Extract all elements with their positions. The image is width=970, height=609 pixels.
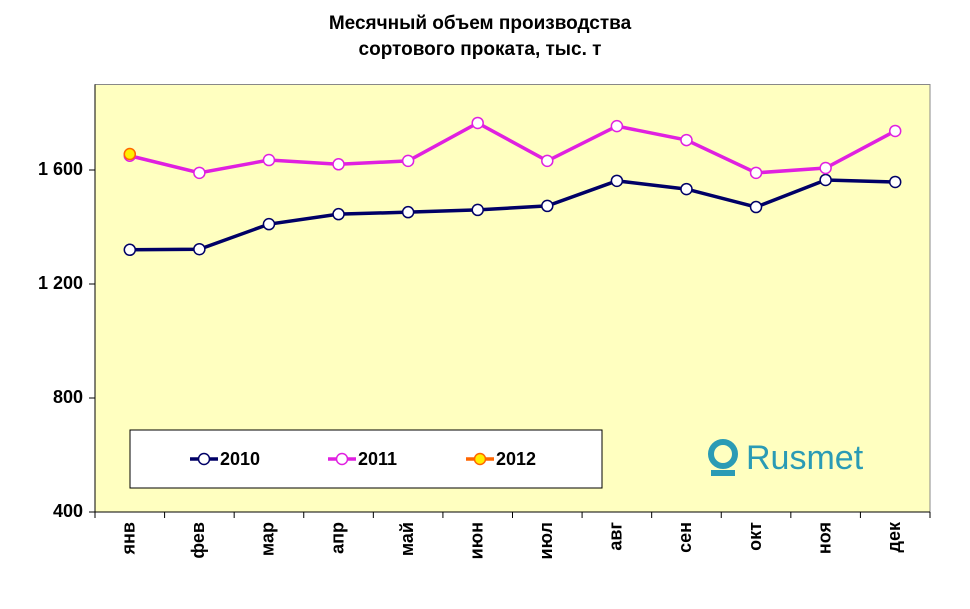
chart-title: сортового проката, тыс. т — [359, 39, 602, 60]
logo-icon — [708, 439, 738, 469]
x-tick-label: дек — [884, 521, 904, 552]
data-point — [332, 158, 345, 171]
data-point — [680, 182, 693, 196]
series-line — [129, 178, 896, 252]
data-point — [401, 154, 415, 168]
data-point — [123, 243, 137, 257]
data-point — [888, 124, 902, 138]
data-point — [193, 242, 206, 256]
data-point — [262, 217, 276, 231]
data-point — [541, 199, 554, 213]
data-point — [749, 200, 763, 214]
x-tick-label: фев — [188, 522, 208, 559]
chart-title: Месячный объем производства — [329, 13, 632, 34]
x-tick-label: ноя — [814, 522, 834, 554]
data-point — [610, 119, 624, 133]
legend-marker — [197, 452, 211, 466]
legend-marker — [473, 452, 487, 466]
data-point — [819, 173, 832, 187]
data-point — [123, 147, 137, 161]
legend-marker — [335, 452, 349, 466]
data-point — [193, 166, 206, 180]
legend-label: 2011 — [358, 449, 397, 469]
x-tick-label: янв — [119, 522, 139, 555]
x-tick-label: сен — [675, 522, 695, 553]
x-tick-label: июл — [536, 522, 556, 559]
y-tick-label: 800 — [53, 387, 83, 407]
data-point — [888, 175, 902, 189]
logo-text: Rusmet — [746, 439, 864, 477]
data-point — [471, 116, 484, 130]
data-point — [680, 133, 693, 147]
data-point — [610, 174, 624, 188]
data-point — [332, 207, 345, 221]
y-tick-label: 1 200 — [38, 273, 83, 293]
y-tick-label: 400 — [53, 501, 83, 521]
legend: 2010 2011 2012 — [129, 429, 603, 489]
x-tick-label: мар — [258, 522, 278, 556]
logo-icon — [711, 470, 735, 476]
data-point — [262, 153, 276, 167]
data-point — [541, 154, 554, 168]
legend-label: 2010 — [220, 449, 260, 469]
legend-label: 2012 — [496, 449, 536, 469]
x-tick-label: июн — [466, 522, 486, 559]
data-point — [749, 166, 763, 180]
data-point — [819, 161, 832, 175]
x-tick-label: окт — [745, 522, 765, 551]
x-tick-label: май — [397, 522, 417, 556]
series-line — [129, 120, 897, 175]
x-tick-label: авг — [606, 522, 626, 551]
data-point — [401, 205, 415, 219]
logo: Rusmet — [708, 439, 864, 477]
x-tick-label: апр — [327, 522, 347, 554]
data-point — [471, 203, 484, 217]
y-tick-label: 1 600 — [38, 159, 83, 179]
